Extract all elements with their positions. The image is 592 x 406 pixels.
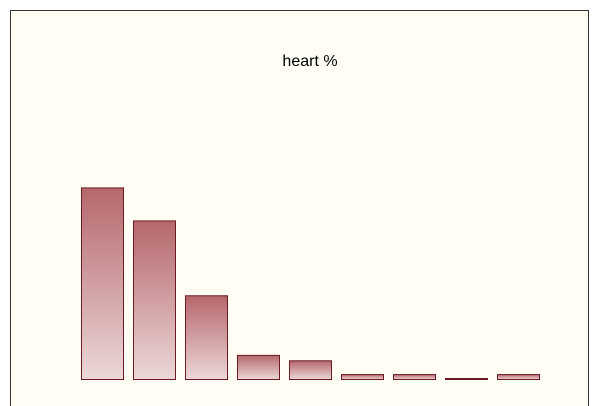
bar bbox=[289, 360, 332, 381]
bar bbox=[81, 187, 124, 380]
bar bbox=[237, 354, 280, 380]
chart-title: heart % bbox=[282, 53, 337, 70]
bar bbox=[445, 378, 488, 381]
bar bbox=[185, 295, 228, 380]
bar bbox=[341, 374, 384, 381]
bar bbox=[393, 374, 436, 381]
bar bbox=[497, 374, 540, 381]
bar bbox=[133, 220, 176, 380]
